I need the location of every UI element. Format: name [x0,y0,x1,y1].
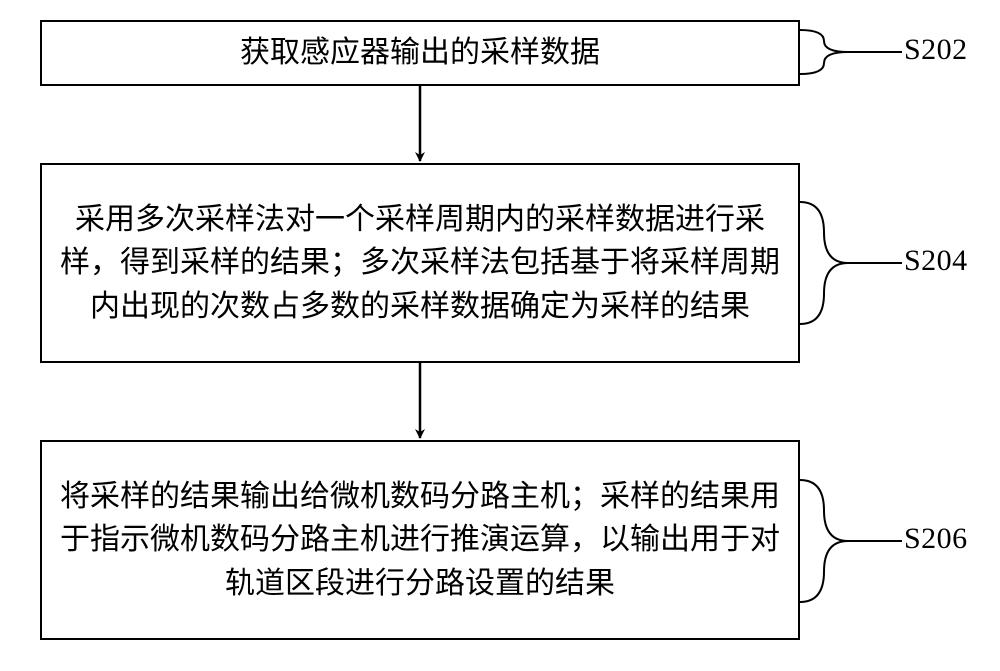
flow-node-3-text: 将采样的结果输出给微机数码分路主机；采样的结果用于指示微机数码分路主机进行推演运… [56,475,784,606]
step-label-s206: S206 [904,522,968,556]
step-label-s202: S202 [904,33,968,67]
flow-node-2-text: 采用多次采样法对一个采样周期内的采样数据进行采样，得到采样的结果；多次采样法包括… [56,198,784,329]
flow-node-2: 采用多次采样法对一个采样周期内的采样数据进行采样，得到采样的结果；多次采样法包括… [40,163,800,363]
flow-node-3: 将采样的结果输出给微机数码分路主机；采样的结果用于指示微机数码分路主机进行推演运… [40,440,800,640]
flow-node-1-text: 获取感应器输出的采样数据 [56,31,784,75]
step-label-s204: S204 [904,244,968,278]
flowchart-canvas: 获取感应器输出的采样数据 采用多次采样法对一个采样周期内的采样数据进行采样，得到… [0,0,1000,671]
flow-node-1: 获取感应器输出的采样数据 [40,20,800,86]
